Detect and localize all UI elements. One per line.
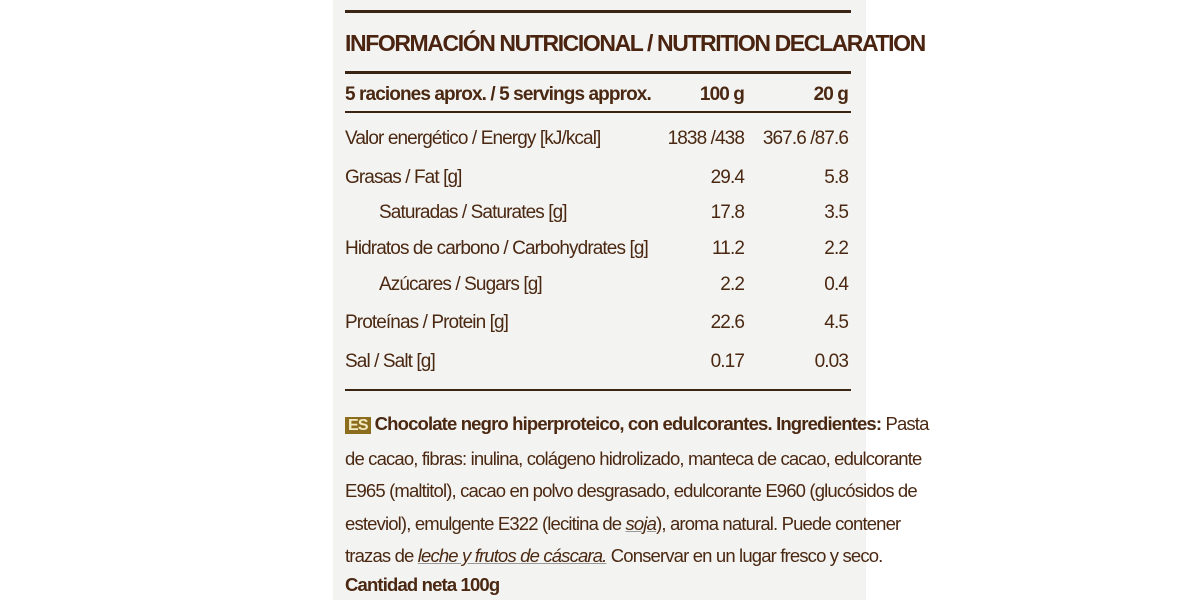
ingredients-line: de cacao, fibras: inulina, colágeno hidr… <box>345 447 922 469</box>
value-20g: 4.5 <box>824 312 849 333</box>
allergen-milk-nuts: leche y frutos de cáscara. <box>417 545 608 566</box>
column-20g: 20 g <box>813 84 849 105</box>
nutrition-label-panel <box>333 0 866 600</box>
row-label: Saturadas / Saturates [g] <box>379 202 568 223</box>
value-20g: 5.8 <box>824 167 849 188</box>
value-20g: 0.03 <box>814 351 849 372</box>
value-20g: 2.2 <box>824 238 849 259</box>
ingredients-line: esteviol), emulgente E322 (lecitina de s… <box>345 508 901 541</box>
value-20g: 367.6 /87.6 <box>762 128 849 149</box>
header-rule <box>345 111 851 113</box>
value-20g: 0.4 <box>824 274 849 295</box>
ingredients-text-part: Conservar en un lugar fresco y seco. <box>606 545 884 566</box>
ingredients-text-part: Pasta <box>885 413 929 434</box>
table-row: Proteínas / Protein [g] 22.6 4.5 <box>345 312 850 342</box>
row-label: Azúcares / Sugars [g] <box>379 274 543 295</box>
net-quantity: Cantidad neta 100g <box>345 573 500 595</box>
top-rule <box>345 10 851 13</box>
ingredients-line: trazas de leche y frutos de cáscara. Con… <box>345 540 883 573</box>
column-100g: 100 g <box>699 84 745 105</box>
label-title: INFORMACIÓN NUTRICIONAL / NUTRITION DECL… <box>345 30 926 56</box>
value-100g: 11.2 <box>712 238 745 259</box>
row-label: Valor energético / Energy [kJ/kcal] <box>345 128 601 149</box>
table-row: Grasas / Fat [g] 29.4 5.8 <box>345 167 850 197</box>
ingredients-text-part: ), aroma natural. Puede contener <box>656 512 901 534</box>
language-badge: ES <box>345 417 371 434</box>
table-row: Valor energético / Energy [kJ/kcal] 1838… <box>345 128 850 158</box>
value-100g: 2.2 <box>720 274 745 295</box>
row-label: Sal / Salt [g] <box>345 351 436 372</box>
table-row: Sal / Salt [g] 0.17 0.03 <box>345 351 850 381</box>
value-100g: 22.6 <box>710 312 745 333</box>
allergen-soja: soja <box>625 512 657 534</box>
title-rule <box>345 71 851 74</box>
value-100g: 29.4 <box>710 167 745 188</box>
ingredients-text: ES Chocolate negro hiperproteico, con edu… <box>345 408 929 597</box>
value-100g: 1838 /438 <box>667 128 745 149</box>
ingredients-line: E965 (maltitol), cacao en polvo desgrasa… <box>345 480 918 501</box>
row-label: Proteínas / Protein [g] <box>345 312 509 333</box>
bottom-rule <box>345 389 851 391</box>
table-row: Azúcares / Sugars [g] 2.2 0.4 <box>345 274 850 304</box>
table-row: Hidratos de carbono / Carbohydrates [g] … <box>345 238 850 268</box>
table-row: Saturadas / Saturates [g] 17.8 3.5 <box>345 202 850 232</box>
ingredients-text-part: trazas de <box>345 545 418 566</box>
value-20g: 3.5 <box>824 202 849 223</box>
table-header: 5 raciones aprox. / 5 servings approx. 1… <box>345 84 850 114</box>
value-100g: 0.17 <box>710 351 745 372</box>
servings-label: 5 raciones aprox. / 5 servings approx. <box>345 84 652 105</box>
row-label: Hidratos de carbono / Carbohydrates [g] <box>345 238 649 259</box>
ingredients-text-part: esteviol), emulgente E322 (lecitina de <box>345 512 626 534</box>
value-100g: 17.8 <box>710 202 745 223</box>
product-name: Chocolate negro hiperproteico, con edulc… <box>374 413 773 434</box>
row-label: Grasas / Fat [g] <box>345 167 462 188</box>
ingredients-label: Ingredientes: <box>776 413 882 434</box>
ingredients-line: ES Chocolate negro hiperproteico, con edu… <box>345 408 929 443</box>
